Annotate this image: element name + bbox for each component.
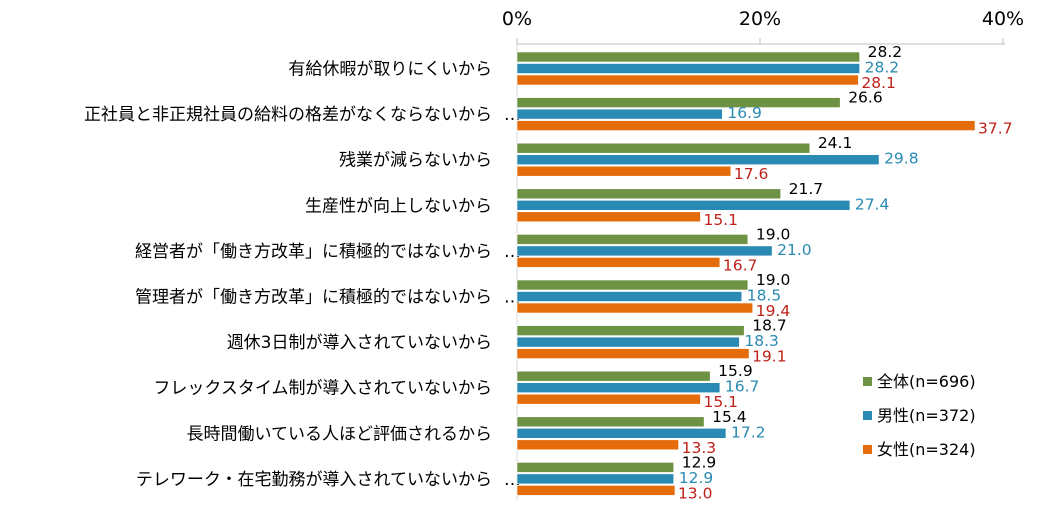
bar [516, 165, 732, 177]
legend: 全体(n=696) 男性(n=372) 女性(n=324) [863, 372, 976, 459]
data-label: 18.5 [747, 287, 782, 305]
bar [516, 439, 679, 451]
category-label: 有給休暇が取りにくいから [288, 60, 492, 80]
data-label: 17.6 [734, 165, 769, 183]
data-label: 21.7 [789, 180, 824, 198]
bar [516, 211, 701, 223]
bar [516, 325, 745, 336]
bar [516, 348, 750, 359]
x-tick-label: 40% [982, 8, 1024, 30]
data-label: 28.1 [861, 74, 896, 92]
bar [516, 393, 701, 405]
legend-swatch [863, 411, 872, 420]
bar [516, 200, 851, 211]
data-label: 18.3 [744, 332, 779, 350]
bar [516, 234, 749, 245]
bar [516, 188, 781, 200]
category-label: 生産性が向上しないから [305, 196, 492, 216]
bar [516, 370, 711, 382]
category-label: フレックスタイム制が導入されていないから [153, 379, 492, 399]
bar [516, 245, 773, 257]
data-label: 19.1 [752, 348, 787, 366]
bar [516, 416, 705, 428]
bar [516, 427, 727, 439]
category-label: 残業が減らないから [339, 151, 492, 171]
data-label: 19.0 [756, 271, 791, 289]
category-label: 経営者が「働き方改革」に積極的ではないから [135, 242, 492, 262]
data-label: 24.1 [818, 134, 853, 152]
legend-label: 女性(n=324) [877, 440, 976, 459]
bar [516, 154, 880, 165]
bar [516, 51, 860, 63]
data-label: 16.9 [727, 104, 762, 122]
category-label: テレワーク・在宅勤務が導入されていないから [136, 470, 492, 490]
data-label: 29.8 [884, 150, 919, 168]
bar [516, 63, 860, 74]
bar [516, 257, 721, 268]
data-label: 15.1 [703, 211, 738, 229]
data-label: 15.9 [718, 362, 753, 380]
data-label: 27.4 [855, 195, 890, 213]
bar [516, 302, 754, 314]
data-label: 13.3 [682, 439, 717, 457]
data-label: 12.9 [682, 453, 717, 471]
data-label: 16.7 [723, 256, 758, 274]
legend-label: 男性(n=372) [877, 406, 976, 425]
data-label: 12.9 [679, 469, 714, 487]
bar [516, 485, 676, 496]
bar [516, 97, 841, 108]
category-label: 正社員と非正規社員の給料の格差がなくならないから [84, 105, 492, 125]
data-label: 19.4 [756, 302, 791, 320]
bar [516, 74, 859, 86]
legend-swatch [863, 377, 872, 386]
data-label: 37.7 [978, 120, 1013, 138]
data-label: 28.2 [868, 43, 903, 61]
x-tick-label: 0% [502, 8, 532, 30]
category-label: 長時間働いている人ほど評価されるから [187, 424, 493, 444]
legend-swatch [863, 445, 872, 454]
data-label: 13.0 [678, 484, 713, 502]
bar [516, 473, 675, 485]
bar [516, 142, 811, 154]
bar [516, 108, 723, 120]
data-label: 26.6 [848, 89, 883, 107]
data-label: 28.2 [865, 59, 900, 77]
data-label: 18.7 [752, 317, 787, 335]
data-label: 19.0 [756, 225, 791, 243]
data-label: 15.1 [703, 393, 738, 411]
data-label: 16.7 [725, 378, 760, 396]
bar [516, 382, 721, 394]
bar [516, 336, 740, 348]
bar [516, 291, 743, 302]
data-label: 21.0 [777, 241, 812, 259]
bar [516, 462, 675, 473]
data-label: 17.2 [731, 423, 766, 441]
bar [516, 279, 749, 291]
category-label: 週休3日制が導入されていないから [227, 333, 492, 353]
bars [516, 51, 976, 496]
bar [516, 120, 976, 131]
category-label: 管理者が「働き方改革」に積極的ではないから [135, 288, 492, 308]
data-labels: 28.228.228.126.616.937.724.129.817.621.7… [678, 43, 1013, 502]
data-label: 15.4 [712, 408, 747, 426]
x-tick-label: 20% [739, 8, 781, 30]
legend-label: 全体(n=696) [877, 372, 976, 391]
